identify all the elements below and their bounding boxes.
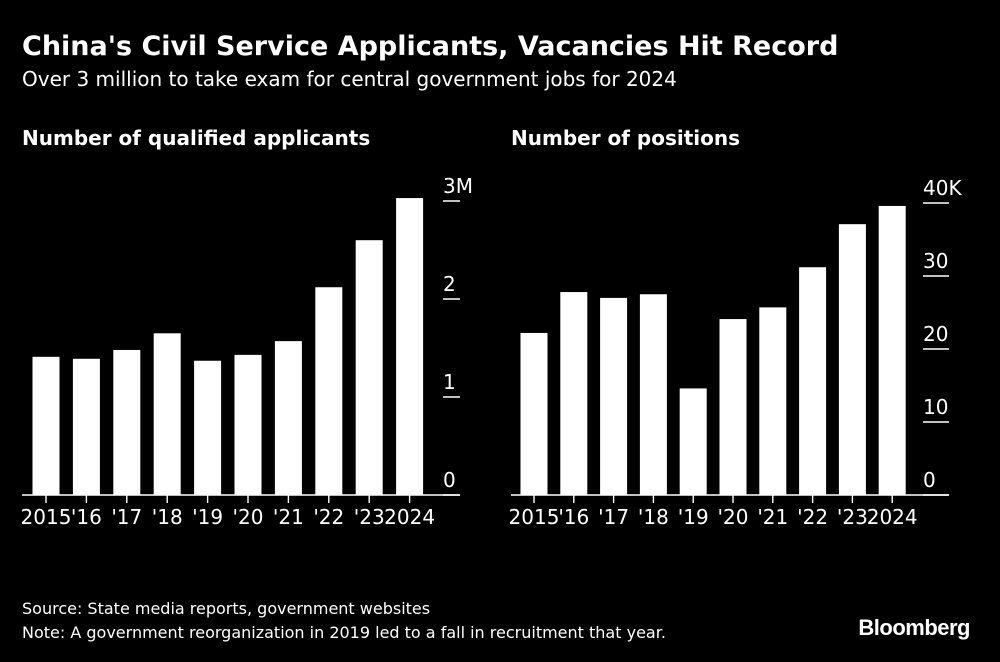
bar-17 xyxy=(600,297,628,495)
bar-18 xyxy=(153,333,181,495)
bar-21 xyxy=(274,341,302,495)
x-tick-label: '21 xyxy=(273,505,304,529)
x-tick-label: '22 xyxy=(313,505,344,529)
x-tick-label: '17 xyxy=(111,505,142,529)
applicants-panel-title: Number of qualified applicants xyxy=(22,126,371,150)
x-tick-label: '17 xyxy=(598,505,629,529)
x-tick-label: 2024 xyxy=(867,505,918,529)
applicants-bar-chart: 0 1 2 3M 2015'16 '17 '18 '19 '20 '21 '22 '23 2024 xyxy=(21,174,473,529)
x-tick-label: '19 xyxy=(678,505,709,529)
bar-22 xyxy=(315,287,343,495)
bar-16 xyxy=(72,358,100,495)
bar-16 xyxy=(560,292,588,495)
x-tick-label: 2015 xyxy=(509,505,560,529)
y-tick-label: 2 xyxy=(443,272,456,296)
x-tick-label: '23 xyxy=(354,505,385,529)
x-tick-label: '16 xyxy=(558,505,589,529)
chart-subtitle: Over 3 million to take exam for central … xyxy=(22,67,677,91)
x-tick-label: '19 xyxy=(192,505,223,529)
y-tick-label: 30 xyxy=(923,249,948,273)
positions-bar-chart: 0 10 20 30 40K 2015'16 '17 '18 '19 '20 '21 '22 '2320… xyxy=(509,176,963,529)
x-tick-label: 2015 xyxy=(21,505,72,529)
x-tick-label: '20 xyxy=(233,505,264,529)
x-tick-label: '20 xyxy=(718,505,749,529)
y-tick-label: 3M xyxy=(443,174,473,198)
y-tick-label: 10 xyxy=(923,395,948,419)
y-tick-label: 0 xyxy=(923,468,936,492)
bar-20 xyxy=(234,354,262,495)
source-note: Source: State media reports, government … xyxy=(22,599,431,618)
bar-21 xyxy=(759,307,787,495)
bar-17 xyxy=(113,349,141,495)
bar-2024 xyxy=(878,205,906,496)
bar-2024 xyxy=(396,198,424,495)
y-tick-label: 1 xyxy=(443,370,456,394)
bar-19 xyxy=(194,360,222,495)
x-tick-label: '23 xyxy=(837,505,868,529)
footnote: Note: A government reorganization in 201… xyxy=(22,623,666,642)
bloomberg-logo: Bloomberg xyxy=(858,615,970,640)
bar-19 xyxy=(679,388,707,495)
y-tick-label: 0 xyxy=(443,468,456,492)
bar-2015 xyxy=(520,332,548,495)
y-tick-label: 40K xyxy=(923,176,962,200)
x-tick-label: 2024 xyxy=(384,505,435,529)
bar-23 xyxy=(838,224,866,496)
x-tick-label: '18 xyxy=(638,505,669,529)
bar-23 xyxy=(355,240,383,495)
y-tick-label: 20 xyxy=(923,322,948,346)
x-tick-label: '16 xyxy=(71,505,102,529)
x-tick-label: '21 xyxy=(757,505,788,529)
positions-panel-title: Number of positions xyxy=(511,126,741,150)
chart-title: China's Civil Service Applicants, Vacanc… xyxy=(22,31,839,62)
bar-22 xyxy=(799,267,827,495)
bar-2015 xyxy=(32,356,60,495)
x-tick-label: '18 xyxy=(152,505,183,529)
bar-20 xyxy=(719,319,747,495)
bar-18 xyxy=(639,294,667,495)
x-tick-label: '22 xyxy=(797,505,828,529)
